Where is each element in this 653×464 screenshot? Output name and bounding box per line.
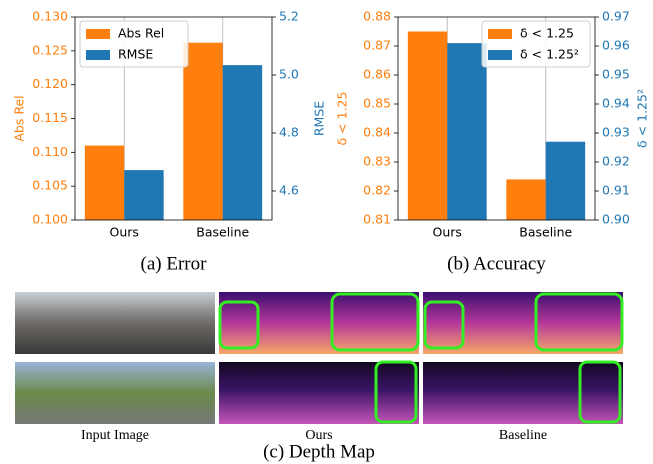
y2-tick-label: 4.8 (279, 125, 299, 140)
y2-axis-label: RMSE (312, 101, 327, 136)
y2-tick-label: 0.92 (602, 154, 630, 169)
y2-tick-label: 5.2 (279, 9, 299, 24)
y2-tick-label: 0.91 (602, 183, 630, 198)
legend-swatch (86, 29, 110, 39)
bar (506, 179, 545, 220)
input-image (15, 362, 215, 424)
bar (408, 32, 447, 221)
y-tick-label: 0.82 (363, 183, 391, 198)
y2-tick-label: 4.6 (279, 183, 299, 198)
depth-map (219, 362, 419, 424)
bar (85, 146, 124, 220)
y-tick-label: 0.105 (32, 178, 68, 193)
y2-tick-label: 0.90 (602, 212, 630, 227)
legend-label: δ < 1.25 (520, 26, 574, 41)
image-label: Input Image (81, 428, 149, 443)
legend-label: δ < 1.25² (520, 47, 579, 62)
depth-map (423, 362, 623, 424)
chart-caption: (a) Error (141, 253, 208, 274)
y-tick-label: 0.81 (363, 212, 391, 227)
figure-caption: (c) Depth Map (263, 441, 375, 462)
y-tick-label: 0.87 (363, 38, 391, 53)
y-tick-label: 0.130 (32, 9, 68, 24)
y-tick-label: 0.83 (363, 154, 391, 169)
bar (447, 43, 486, 220)
bar (546, 142, 585, 220)
y-tick-label: 0.88 (363, 9, 391, 24)
y-tick-label: 0.86 (363, 67, 391, 82)
depth-images: Input Image Ours Baseline (c) Depth Map (15, 292, 623, 462)
bar (223, 65, 262, 220)
y-tick-label: 0.85 (363, 96, 391, 111)
bar (124, 170, 163, 220)
legend-swatch (488, 29, 512, 39)
legend-swatch (488, 50, 512, 60)
y2-tick-label: 0.95 (602, 67, 630, 82)
legend-swatch (86, 50, 110, 60)
y2-tick-label: 0.97 (602, 9, 630, 24)
x-tick-label: Ours (110, 225, 139, 240)
x-tick-label: Baseline (519, 225, 572, 240)
page: Input Image Ours Baseline (c) Depth Map … (0, 0, 653, 464)
figure: Input Image Ours Baseline (c) Depth Map … (0, 0, 653, 464)
image-label: Baseline (499, 428, 547, 443)
legend-label: RMSE (118, 47, 153, 62)
x-tick-label: Baseline (196, 225, 249, 240)
y-tick-label: 0.100 (32, 212, 68, 227)
y-axis-label: δ < 1.25 (335, 92, 350, 146)
y-tick-label: 0.125 (32, 42, 68, 57)
y-tick-label: 0.110 (32, 144, 68, 159)
y2-tick-label: 5.0 (279, 67, 299, 82)
y-axis-label: Abs Rel (12, 95, 27, 141)
y2-axis-label: δ < 1.25² (635, 89, 650, 148)
y-tick-label: 0.120 (32, 76, 68, 91)
y-tick-label: 0.115 (32, 110, 68, 125)
y2-tick-label: 0.94 (602, 96, 630, 111)
y2-tick-label: 0.93 (602, 125, 630, 140)
bar (183, 43, 222, 220)
x-tick-label: Ours (433, 225, 462, 240)
chart-caption: (b) Accuracy (447, 253, 546, 274)
legend-label: Abs Rel (118, 26, 164, 41)
input-image (15, 292, 215, 354)
y2-tick-label: 0.96 (602, 38, 630, 53)
y-tick-label: 0.84 (363, 125, 391, 140)
